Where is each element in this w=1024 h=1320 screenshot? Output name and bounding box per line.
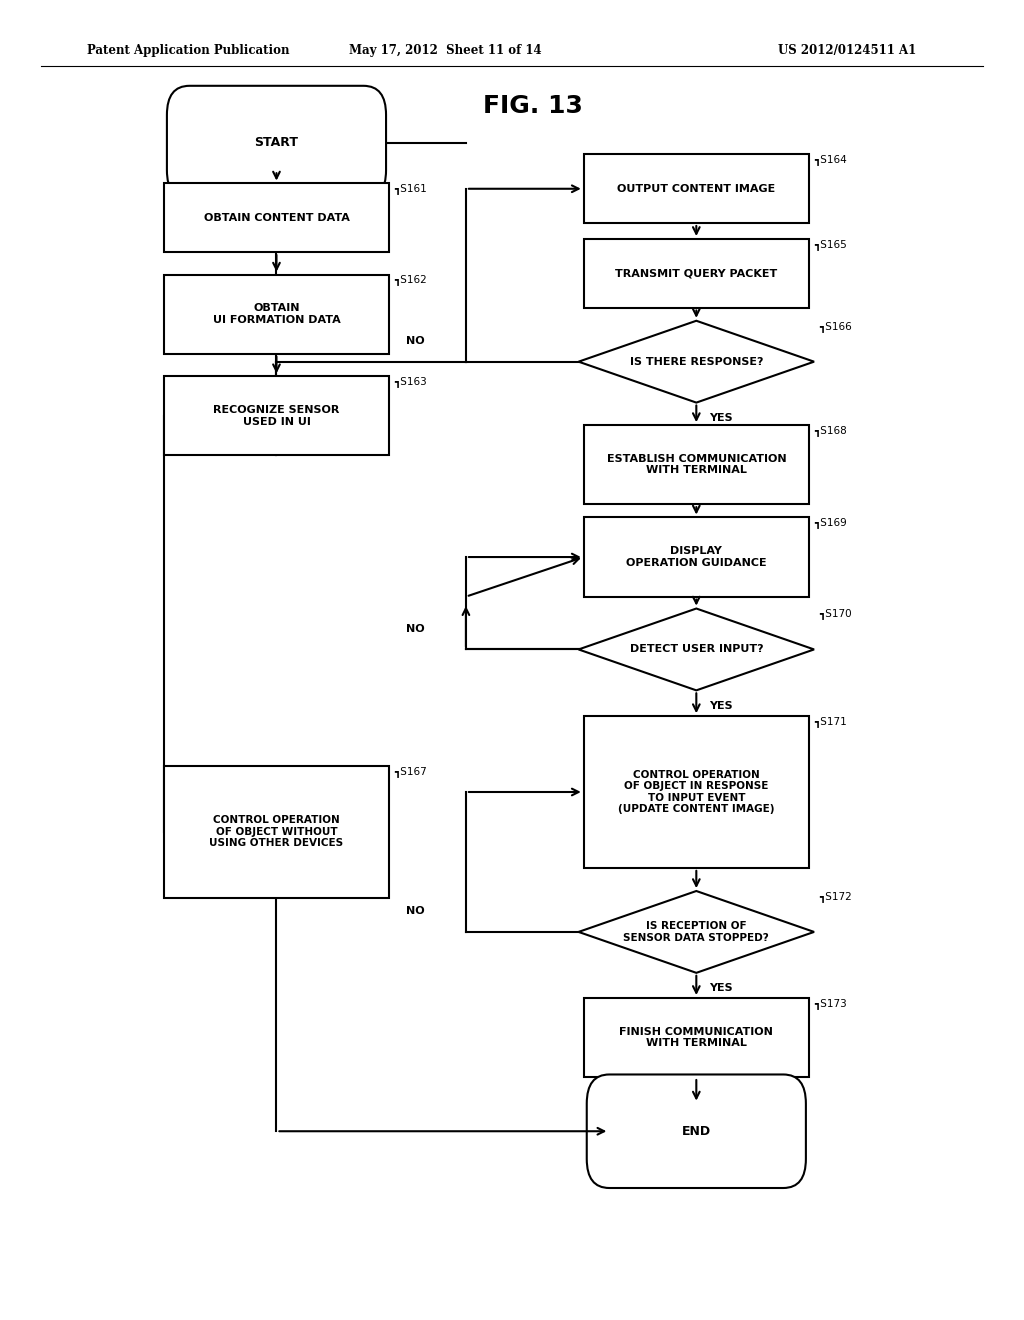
Text: IS THERE RESPONSE?: IS THERE RESPONSE?: [630, 356, 763, 367]
Text: DISPLAY
OPERATION GUIDANCE: DISPLAY OPERATION GUIDANCE: [626, 546, 767, 568]
Text: CONTROL OPERATION
OF OBJECT WITHOUT
USING OTHER DEVICES: CONTROL OPERATION OF OBJECT WITHOUT USIN…: [210, 814, 343, 849]
Text: FIG. 13: FIG. 13: [482, 94, 583, 117]
Text: ┓S166: ┓S166: [819, 321, 852, 331]
Text: CONTROL OPERATION
OF OBJECT IN RESPONSE
TO INPUT EVENT
(UPDATE CONTENT IMAGE): CONTROL OPERATION OF OBJECT IN RESPONSE …: [618, 770, 774, 814]
Text: ┓S167: ┓S167: [394, 766, 427, 776]
Text: OBTAIN CONTENT DATA: OBTAIN CONTENT DATA: [204, 213, 349, 223]
Text: ┓S172: ┓S172: [819, 891, 852, 902]
Bar: [164, 766, 389, 898]
Text: OUTPUT CONTENT IMAGE: OUTPUT CONTENT IMAGE: [617, 183, 775, 194]
Text: RECOGNIZE SENSOR
USED IN UI: RECOGNIZE SENSOR USED IN UI: [213, 405, 340, 426]
Text: TRANSMIT QUERY PACKET: TRANSMIT QUERY PACKET: [615, 268, 777, 279]
Text: NO: NO: [407, 335, 425, 346]
Text: ┓S168: ┓S168: [814, 425, 847, 436]
Bar: [584, 715, 809, 869]
Text: ┓S165: ┓S165: [814, 239, 847, 249]
Bar: [584, 154, 809, 223]
FancyBboxPatch shape: [587, 1074, 806, 1188]
Text: IS RECEPTION OF
SENSOR DATA STOPPED?: IS RECEPTION OF SENSOR DATA STOPPED?: [624, 921, 769, 942]
Text: ┓S170: ┓S170: [819, 609, 852, 619]
Bar: [584, 517, 809, 597]
Text: END: END: [682, 1125, 711, 1138]
Text: YES: YES: [709, 983, 732, 994]
Text: DETECT USER INPUT?: DETECT USER INPUT?: [630, 644, 763, 655]
Text: May 17, 2012  Sheet 11 of 14: May 17, 2012 Sheet 11 of 14: [349, 44, 542, 57]
Text: ┓S171: ┓S171: [814, 715, 847, 727]
Bar: [584, 998, 809, 1077]
Text: Patent Application Publication: Patent Application Publication: [87, 44, 290, 57]
Bar: [164, 275, 389, 354]
Text: ESTABLISH COMMUNICATION
WITH TERMINAL: ESTABLISH COMMUNICATION WITH TERMINAL: [606, 454, 786, 475]
Text: ┓S169: ┓S169: [814, 517, 847, 528]
Polygon shape: [579, 321, 814, 403]
Bar: [584, 425, 809, 504]
Text: US 2012/0124511 A1: US 2012/0124511 A1: [778, 44, 916, 57]
Bar: [584, 239, 809, 308]
Bar: [164, 183, 389, 252]
Text: ┓S164: ┓S164: [814, 154, 847, 165]
Text: OBTAIN
UI FORMATION DATA: OBTAIN UI FORMATION DATA: [213, 304, 340, 325]
Text: YES: YES: [709, 701, 732, 711]
Text: ┓S162: ┓S162: [394, 275, 427, 285]
Text: NO: NO: [407, 906, 425, 916]
Text: YES: YES: [709, 413, 732, 424]
Bar: [164, 376, 389, 455]
Text: ┓S163: ┓S163: [394, 376, 427, 387]
Polygon shape: [579, 609, 814, 690]
Text: START: START: [255, 136, 298, 149]
FancyBboxPatch shape: [167, 86, 386, 199]
Text: ┓S161: ┓S161: [394, 183, 427, 194]
Text: NO: NO: [407, 623, 425, 634]
Text: FINISH COMMUNICATION
WITH TERMINAL: FINISH COMMUNICATION WITH TERMINAL: [620, 1027, 773, 1048]
Polygon shape: [579, 891, 814, 973]
Text: ┓S173: ┓S173: [814, 998, 847, 1008]
